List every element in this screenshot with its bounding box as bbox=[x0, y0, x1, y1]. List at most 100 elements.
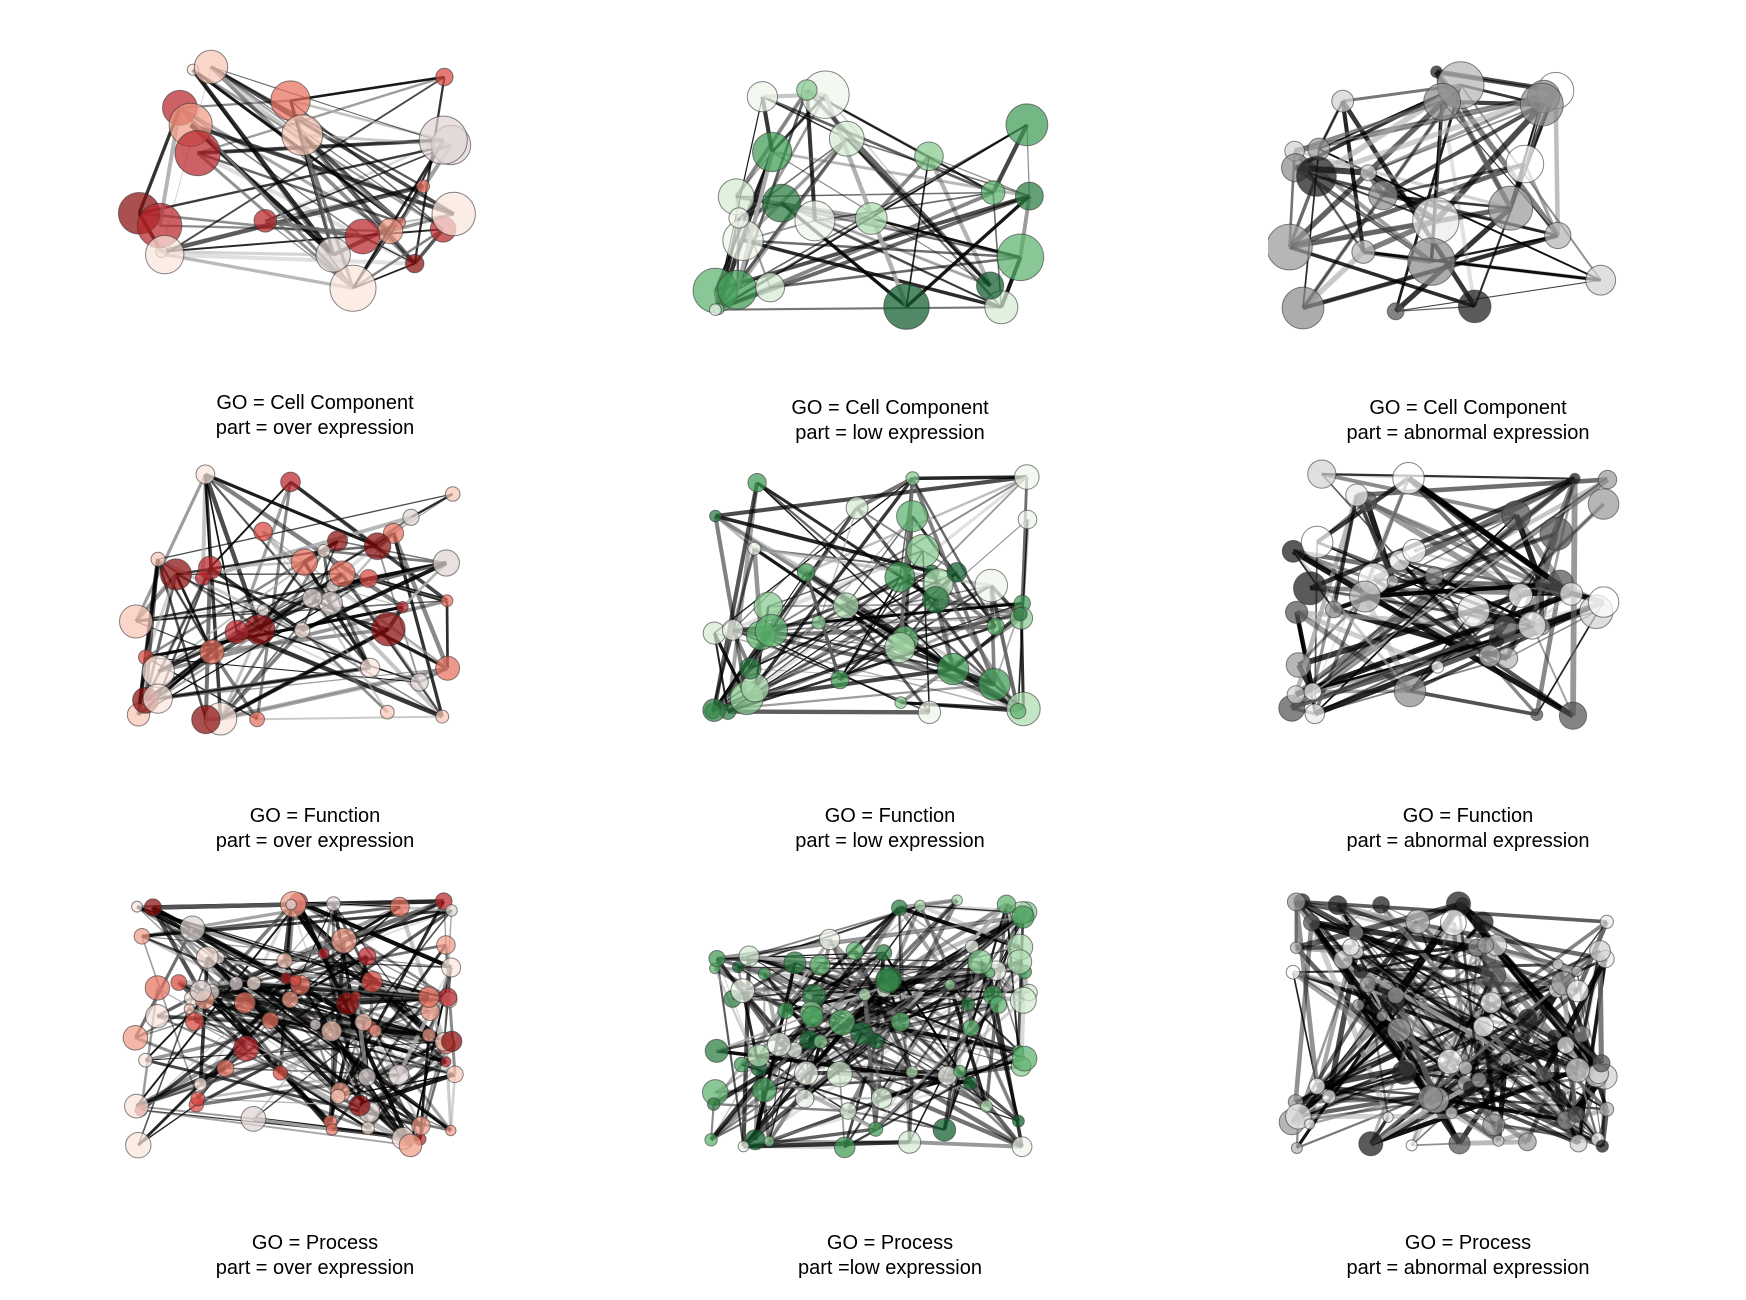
graph-node bbox=[876, 967, 901, 992]
graph-node bbox=[708, 1098, 720, 1110]
graph-node bbox=[358, 948, 376, 966]
graph-node bbox=[355, 1014, 372, 1031]
graph-node bbox=[778, 1003, 794, 1019]
graph-node bbox=[1493, 1135, 1504, 1146]
graph-node bbox=[795, 201, 835, 241]
caption-part: part = abnormal expression bbox=[1268, 829, 1668, 854]
caption-part: part = over expression bbox=[115, 1256, 515, 1281]
graph-node bbox=[1509, 584, 1533, 608]
caption-go: GO = Function bbox=[1268, 804, 1668, 829]
graph-node bbox=[871, 1088, 892, 1109]
graph-node bbox=[362, 972, 383, 993]
graph-node bbox=[851, 1022, 873, 1044]
graph-node bbox=[1006, 104, 1048, 146]
graph-node bbox=[196, 465, 215, 484]
graph-node bbox=[412, 1117, 430, 1135]
graph-node bbox=[345, 219, 380, 254]
graph-node bbox=[245, 614, 275, 644]
graph-node bbox=[192, 705, 220, 733]
graph-node bbox=[171, 975, 187, 991]
graph-node bbox=[1437, 1049, 1462, 1074]
panel-caption: GO = Cell Component part = low expressio… bbox=[690, 396, 1090, 446]
graph-node bbox=[933, 1119, 956, 1142]
graph-node bbox=[175, 131, 220, 176]
graph-node bbox=[796, 1090, 814, 1108]
graph-node bbox=[981, 181, 1005, 205]
caption-part: part = low expression bbox=[690, 829, 1090, 854]
graph-node bbox=[1012, 1046, 1037, 1071]
graph-node bbox=[146, 1005, 169, 1028]
graph-node bbox=[906, 472, 919, 485]
graph-node bbox=[915, 142, 944, 171]
graph-node bbox=[446, 905, 458, 917]
graph-node bbox=[907, 535, 940, 568]
graph-node bbox=[142, 655, 174, 687]
graph-node bbox=[328, 531, 348, 551]
graph-node bbox=[869, 1122, 883, 1136]
graph-node bbox=[126, 1133, 151, 1158]
graph-node bbox=[1553, 959, 1563, 969]
graph-node bbox=[1268, 224, 1312, 270]
graph-node bbox=[1432, 661, 1444, 673]
graph-node bbox=[1393, 463, 1424, 494]
graph-node bbox=[139, 1053, 153, 1067]
caption-part: part = abnormal expression bbox=[1268, 421, 1668, 446]
graph-node bbox=[975, 569, 1008, 602]
graph-node bbox=[915, 900, 926, 911]
graph-node bbox=[1332, 90, 1354, 112]
panel-caption: GO = Function part = low expression bbox=[690, 804, 1090, 854]
graph-node bbox=[885, 562, 915, 592]
graph-node bbox=[884, 284, 929, 329]
graph-node bbox=[1297, 157, 1337, 197]
graph-node bbox=[1408, 238, 1455, 285]
graph-edge bbox=[291, 77, 445, 101]
graph-node bbox=[442, 1031, 462, 1051]
graph-node bbox=[361, 658, 380, 677]
graph-node bbox=[709, 951, 725, 967]
graph-node bbox=[1322, 1090, 1336, 1104]
graph-node bbox=[997, 234, 1044, 281]
graph-node bbox=[977, 272, 1004, 299]
graph-node bbox=[1600, 915, 1613, 928]
graph-edge bbox=[913, 477, 1027, 478]
graph-node bbox=[1519, 1133, 1537, 1151]
graph-node bbox=[1449, 1133, 1470, 1154]
graph-node bbox=[885, 633, 915, 663]
graph-node bbox=[1360, 165, 1376, 181]
graph-edge bbox=[728, 712, 930, 713]
graph-node bbox=[1588, 587, 1618, 617]
graph-edge bbox=[910, 1142, 1023, 1147]
graph-node bbox=[752, 1078, 776, 1102]
graph-node bbox=[247, 976, 261, 990]
graph-node bbox=[1600, 1102, 1614, 1116]
caption-go: GO = Process bbox=[690, 1231, 1090, 1256]
graph-node bbox=[143, 684, 172, 713]
graph-node bbox=[146, 235, 184, 273]
network-panel-function-over: GO = Function part = over expression bbox=[115, 453, 515, 873]
graph-node bbox=[705, 1134, 717, 1146]
graph-node bbox=[369, 1025, 381, 1037]
graph-node bbox=[729, 208, 749, 228]
graph-node bbox=[329, 561, 355, 587]
caption-part: part =low expression bbox=[690, 1256, 1090, 1281]
node-layer bbox=[118, 50, 475, 311]
graph-node bbox=[918, 701, 940, 723]
graph-node bbox=[282, 115, 323, 156]
graph-node bbox=[1598, 470, 1616, 488]
graph-node bbox=[234, 992, 255, 1013]
graph-node bbox=[710, 510, 722, 522]
graph-node bbox=[241, 1107, 266, 1132]
graph-node bbox=[358, 1068, 375, 1085]
graph-node bbox=[748, 1045, 770, 1067]
graph-node bbox=[184, 1004, 194, 1014]
graph-node bbox=[125, 1094, 149, 1118]
graph-node bbox=[1473, 912, 1493, 932]
graph-node bbox=[1346, 484, 1368, 506]
graph-edge bbox=[715, 516, 806, 572]
graph-node bbox=[1425, 567, 1443, 585]
graph-node bbox=[705, 1039, 728, 1062]
graph-node bbox=[810, 955, 830, 975]
graph-node bbox=[895, 697, 907, 709]
graph-node bbox=[1479, 645, 1500, 666]
graph-node bbox=[194, 50, 227, 83]
